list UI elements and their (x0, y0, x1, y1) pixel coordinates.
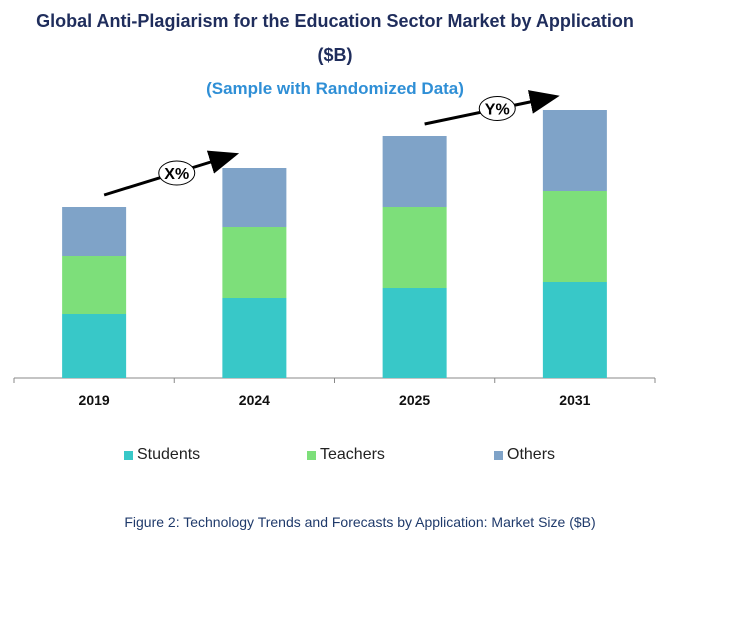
bar-others-2024 (222, 168, 287, 227)
figure-caption: Figure 2: Technology Trends and Forecast… (124, 514, 596, 530)
legend-item-students: Students (124, 446, 200, 464)
growth-rate-label: X% (164, 166, 189, 183)
bar-others-2025 (382, 136, 447, 207)
bar-teachers-2025 (382, 207, 447, 288)
bar-teachers-2019 (62, 256, 127, 314)
bar-others-2031 (542, 110, 607, 191)
legend-item-others: Others (494, 446, 555, 464)
chart-title-unit: ($B) (317, 45, 353, 65)
bar-students-2024 (222, 298, 287, 378)
growth-rate-bubble (478, 96, 516, 121)
legend-swatch-teachers (307, 450, 316, 460)
growth-rate-label: Y% (485, 102, 510, 119)
chart-subtitle: (Sample with Randomized Data) (206, 79, 464, 98)
bar-students-2025 (382, 288, 447, 378)
legend-swatch-others (494, 450, 503, 460)
legend-label-teachers: Teachers (320, 446, 385, 463)
legend-label-students: Students (137, 446, 201, 463)
legend-label-others: Others (507, 446, 556, 463)
x-tick-label: 2031 (559, 392, 590, 408)
growth-rate-bubble (158, 160, 196, 186)
bar-others-2019 (62, 207, 127, 256)
chart-title: Global Anti-Plagiarism for the Education… (36, 11, 634, 31)
bar-students-2031 (542, 282, 607, 378)
chart-legend: Students Teachers Others (0, 446, 741, 466)
x-tick-label: 2025 (399, 392, 430, 408)
legend-item-teachers: Teachers (307, 446, 385, 464)
bar-students-2019 (62, 314, 127, 378)
bar-teachers-2031 (542, 191, 607, 282)
legend-swatch-students (124, 450, 133, 460)
x-tick-label: 2019 (79, 392, 110, 408)
bar-teachers-2024 (222, 227, 287, 298)
x-tick-label: 2024 (239, 392, 270, 408)
stacked-bar-chart: 2019 2024 2025 2031 X% Y% (13, 90, 656, 408)
